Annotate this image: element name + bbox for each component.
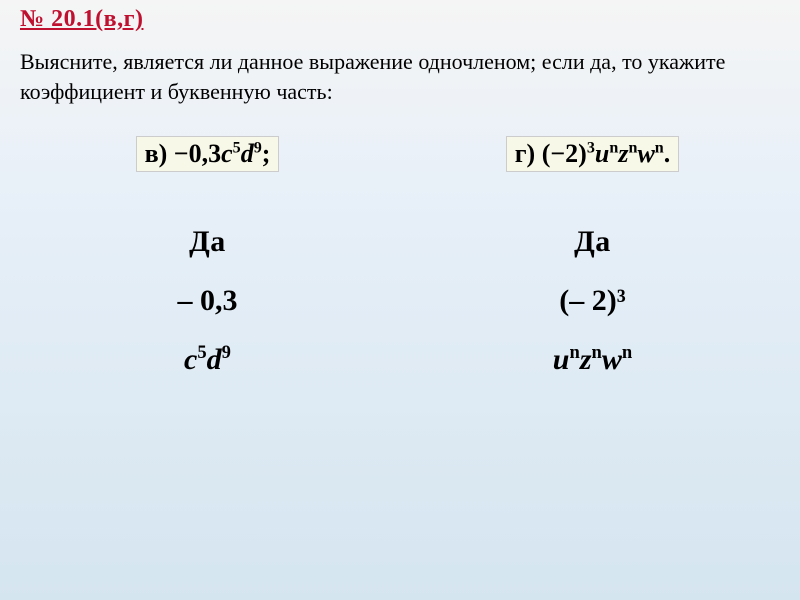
label-prefix-v: в) — [145, 139, 174, 168]
letter-part-g: unznwn — [408, 343, 778, 377]
answer-v: Да — [23, 225, 393, 259]
coefficient-v: – 0,3 — [23, 284, 393, 318]
question-text: Выясните, является ли данное выражение о… — [0, 39, 800, 116]
problems-container: в) −0,3c5d9; Да – 0,3 c5d9 г) (−2)3unznw… — [0, 116, 800, 402]
exercise-number: № 20.1(в,г) — [0, 0, 800, 39]
expression-v: −0,3c5d9; — [174, 139, 271, 168]
answer-g: Да — [408, 225, 778, 259]
problem-v-expression: в) −0,3c5d9; — [136, 136, 280, 172]
problem-g-expression: г) (−2)3unznwn. — [506, 136, 680, 172]
letter-part-v: c5d9 — [23, 343, 393, 377]
problem-v: в) −0,3c5d9; Да – 0,3 c5d9 — [23, 136, 393, 402]
coefficient-g: (– 2)³ — [408, 284, 778, 318]
label-prefix-g: г) — [515, 139, 542, 168]
expression-g: (−2)3unznwn. — [542, 139, 671, 168]
problem-g: г) (−2)3unznwn. Да (– 2)³ unznwn — [408, 136, 778, 402]
